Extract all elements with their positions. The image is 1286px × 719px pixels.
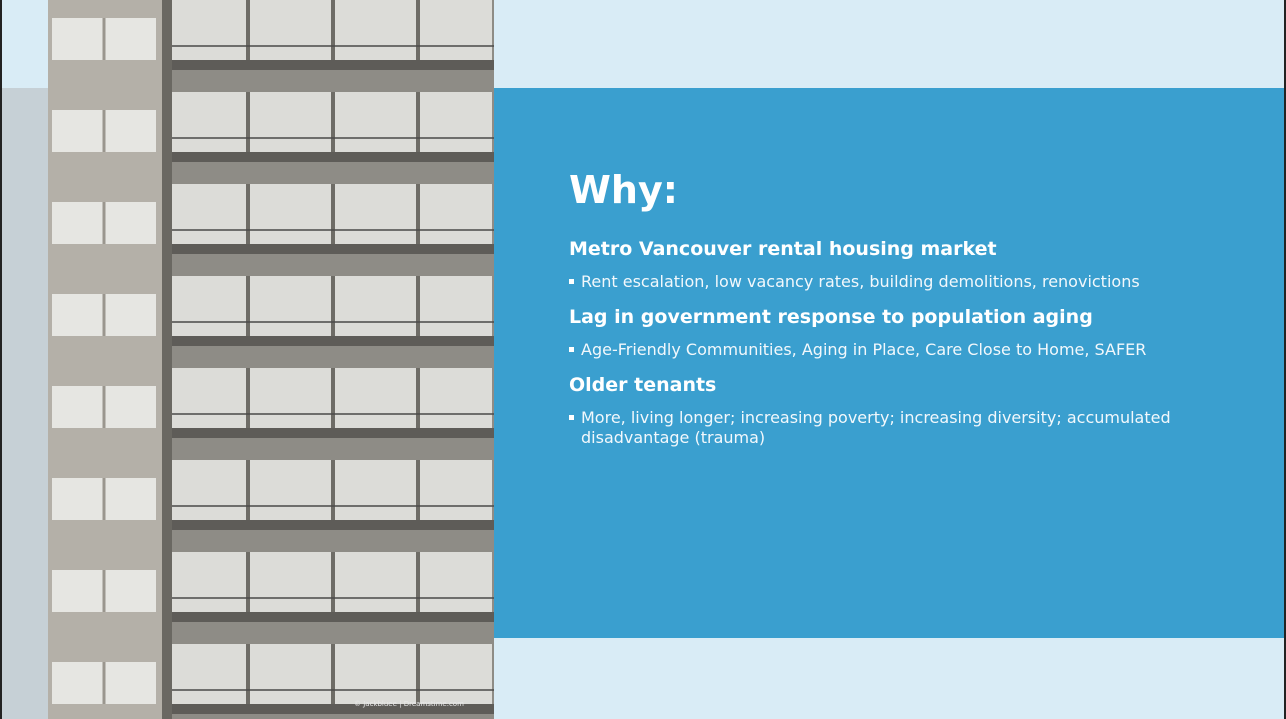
- column: [162, 0, 172, 719]
- section-heading: Metro Vancouver rental housing market: [569, 238, 997, 260]
- image-credit: © Jackbluee | Dreamstime.com: [354, 700, 464, 708]
- building-photo: [48, 0, 494, 719]
- bullet-item: Age-Friendly Communities, Aging in Place…: [569, 340, 1269, 360]
- balcony-slab: [162, 336, 494, 346]
- section-heading: Lag in government response to population…: [569, 306, 1093, 328]
- slide-title: Why:: [569, 168, 678, 212]
- balcony-slab: [162, 704, 494, 714]
- side-band: [2, 88, 52, 719]
- balcony-slab: [162, 244, 494, 254]
- bullet-item: More, living longer; increasing poverty;…: [569, 408, 1269, 448]
- content-panel: Why: Metro Vancouver rental housing mark…: [494, 88, 1284, 638]
- balcony-slab: [162, 428, 494, 438]
- balcony-slab: [162, 152, 494, 162]
- content: Metro Vancouver rental housing market Ren…: [569, 238, 1269, 462]
- bullet-item: Rent escalation, low vacancy rates, buil…: [569, 272, 1269, 292]
- balcony-slab: [162, 60, 494, 70]
- balcony-slab: [162, 520, 494, 530]
- section-heading: Older tenants: [569, 374, 717, 396]
- balcony-slab: [162, 612, 494, 622]
